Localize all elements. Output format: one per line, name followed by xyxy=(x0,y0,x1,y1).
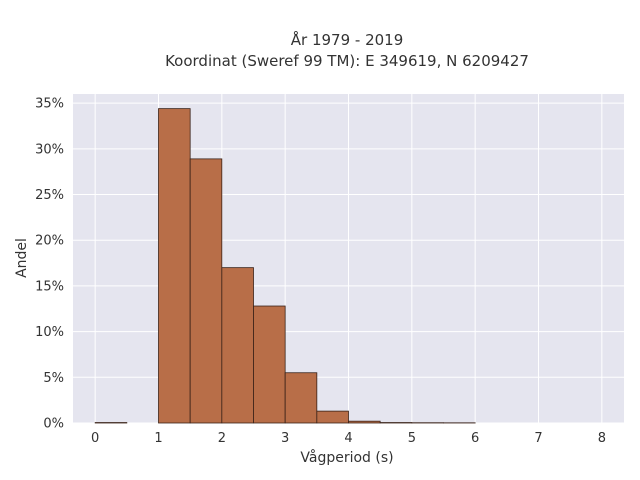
y-tick-label: 15% xyxy=(35,279,64,294)
chart-title-line2: Koordinat (Sweref 99 TM): E 349619, N 62… xyxy=(165,52,529,70)
histogram-bar-8 xyxy=(348,420,381,424)
x-axis-label: Vågperiod (s) xyxy=(300,449,393,466)
histogram-bar-6 xyxy=(284,372,318,424)
histogram-bars xyxy=(94,108,476,424)
histogram-bar-3 xyxy=(189,158,223,424)
y-tick-label: 35% xyxy=(35,97,64,112)
x-tick-label: 0 xyxy=(91,431,99,446)
histogram-bar-5 xyxy=(253,305,286,424)
histogram-bar-7 xyxy=(316,410,349,424)
histogram-bar-2 xyxy=(158,108,191,424)
histogram-bar-4 xyxy=(221,267,254,424)
x-tick-label: 5 xyxy=(408,431,416,446)
y-tick-label: 30% xyxy=(35,142,64,157)
y-tick-label: 10% xyxy=(35,325,64,340)
y-tick-label: 20% xyxy=(35,234,64,249)
chart-title-line1: År 1979 - 2019 xyxy=(291,30,404,49)
x-axis-ticks: 0 1 2 3 4 5 6 7 8 xyxy=(91,431,606,446)
x-tick-label: 4 xyxy=(344,431,352,446)
y-axis-ticks: 0% 5% 10% 15% 20% 25% 30% 35% xyxy=(35,97,64,432)
x-tick-label: 6 xyxy=(471,431,479,446)
y-tick-label: 25% xyxy=(35,188,64,203)
x-tick-label: 7 xyxy=(534,431,542,446)
x-tick-label: 3 xyxy=(281,431,289,446)
x-tick-label: 8 xyxy=(598,431,606,446)
x-tick-label: 1 xyxy=(154,431,162,446)
x-tick-label: 2 xyxy=(218,431,226,446)
y-axis-label: Andel xyxy=(14,238,30,278)
y-tick-label: 5% xyxy=(43,371,64,386)
y-tick-label: 0% xyxy=(43,417,64,432)
